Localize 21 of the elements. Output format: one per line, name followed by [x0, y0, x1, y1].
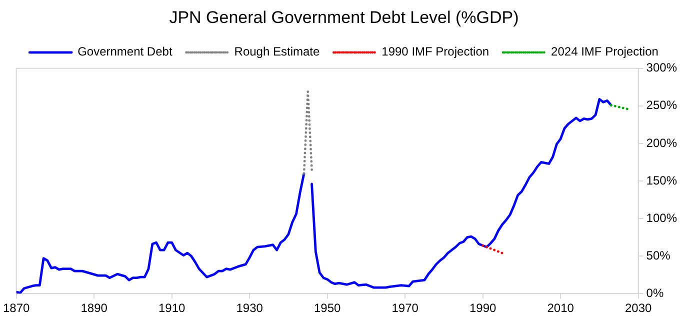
y-tick-label: 200% [646, 136, 678, 150]
legend-label: Rough Estimate [234, 44, 320, 59]
chart-title: JPN General Government Debt Level (%GDP) [169, 8, 519, 27]
y-tick-label: 300% [646, 60, 678, 75]
x-tick-label: 1930 [236, 301, 264, 316]
legend-label: 1990 IMF Projection [382, 44, 490, 59]
legend-label: Government Debt [78, 44, 173, 59]
x-tick-label: 2030 [624, 301, 652, 316]
y-tick-label: 50% [646, 248, 671, 262]
x-tick-label: 2010 [547, 301, 574, 316]
legend-label: 2024 IMF Projection [551, 44, 658, 59]
y-tick-label: 0% [646, 286, 664, 300]
y-tick-label: 150% [646, 173, 678, 188]
y-tick-label: 100% [646, 210, 678, 225]
x-tick-label: 1990 [469, 301, 496, 316]
x-tick-label: 1910 [158, 301, 186, 316]
x-tick-label: 1950 [314, 301, 341, 316]
y-tick-label: 250% [646, 98, 678, 112]
x-tick-label: 1870 [2, 301, 30, 316]
x-tick-label: 1890 [80, 301, 108, 316]
x-tick-label: 1970 [392, 301, 419, 316]
